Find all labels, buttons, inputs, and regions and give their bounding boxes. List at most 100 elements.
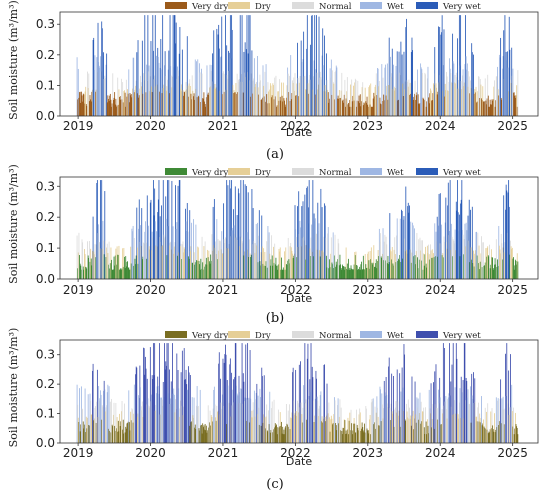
bar — [261, 376, 263, 443]
bar — [330, 253, 332, 279]
bar — [411, 252, 413, 279]
bar — [263, 85, 265, 116]
bar — [221, 253, 223, 279]
legend-swatch — [292, 168, 314, 175]
bar — [154, 15, 156, 116]
bar — [196, 97, 198, 116]
bar — [498, 95, 500, 116]
bar — [175, 43, 176, 116]
bar — [159, 91, 160, 116]
bar — [388, 262, 390, 279]
bar — [255, 399, 257, 443]
bar — [233, 93, 234, 116]
bar — [437, 91, 439, 116]
bar — [108, 241, 110, 279]
bar — [206, 65, 208, 116]
bar — [490, 104, 492, 116]
bar — [416, 397, 418, 443]
bar — [202, 423, 204, 443]
bar — [425, 106, 427, 116]
bar — [272, 83, 274, 116]
bar — [437, 256, 439, 279]
bar — [434, 256, 436, 279]
bar — [299, 407, 301, 443]
bar — [215, 254, 217, 279]
bar — [388, 37, 390, 116]
bar — [89, 95, 91, 116]
bar — [136, 367, 138, 443]
bar — [441, 409, 443, 443]
bar — [370, 247, 372, 279]
bar — [238, 193, 240, 279]
bar — [111, 398, 112, 443]
bar — [357, 268, 359, 279]
bar — [215, 241, 217, 279]
bar — [142, 416, 144, 443]
bar — [423, 427, 425, 443]
bar — [186, 230, 188, 279]
bar — [215, 88, 217, 116]
bar — [288, 259, 290, 279]
bar — [204, 266, 205, 279]
bar — [328, 102, 330, 116]
bar — [191, 397, 193, 443]
bar — [364, 87, 366, 116]
bar — [403, 344, 405, 443]
bar — [256, 245, 258, 279]
bar — [415, 422, 417, 443]
bar — [347, 104, 349, 116]
bar — [100, 390, 101, 443]
bar — [374, 96, 375, 116]
bar — [169, 245, 170, 279]
bar — [396, 235, 398, 279]
bar — [108, 428, 109, 443]
bar — [460, 203, 462, 279]
bar — [391, 48, 393, 116]
bar — [374, 422, 375, 443]
bar — [151, 375, 153, 443]
bar — [478, 76, 479, 116]
bar — [389, 407, 391, 443]
bar — [227, 385, 229, 443]
bar — [143, 347, 144, 443]
bar — [159, 237, 160, 279]
bar — [253, 58, 255, 116]
bar — [77, 268, 79, 279]
bar — [355, 251, 357, 279]
bar — [354, 432, 356, 443]
bar — [240, 81, 242, 116]
bar — [153, 79, 155, 116]
bar — [103, 390, 104, 443]
y-tick-label: 0.1 — [36, 78, 55, 92]
bar — [338, 416, 340, 443]
x-axis-label: Date — [286, 455, 313, 468]
bar — [477, 407, 479, 443]
y-tick-label: 0.2 — [36, 48, 55, 62]
bar — [443, 405, 445, 443]
bar — [104, 75, 106, 116]
bar — [316, 233, 317, 279]
bar — [430, 88, 431, 116]
bar — [84, 388, 86, 443]
bar — [85, 104, 87, 116]
bar — [268, 103, 270, 116]
bar — [172, 393, 174, 443]
bar — [149, 91, 151, 116]
bar — [319, 395, 321, 443]
bar — [228, 404, 229, 443]
bar — [308, 79, 310, 116]
bar — [426, 78, 428, 116]
bar — [132, 57, 134, 116]
bar — [348, 420, 350, 443]
bar — [233, 209, 234, 279]
bar — [121, 268, 123, 279]
bar — [292, 367, 294, 443]
bar — [337, 398, 339, 443]
bar — [287, 425, 289, 443]
bar — [349, 430, 351, 443]
bar — [294, 205, 296, 279]
bar — [120, 421, 122, 443]
bar — [180, 88, 181, 116]
bar — [273, 99, 275, 116]
